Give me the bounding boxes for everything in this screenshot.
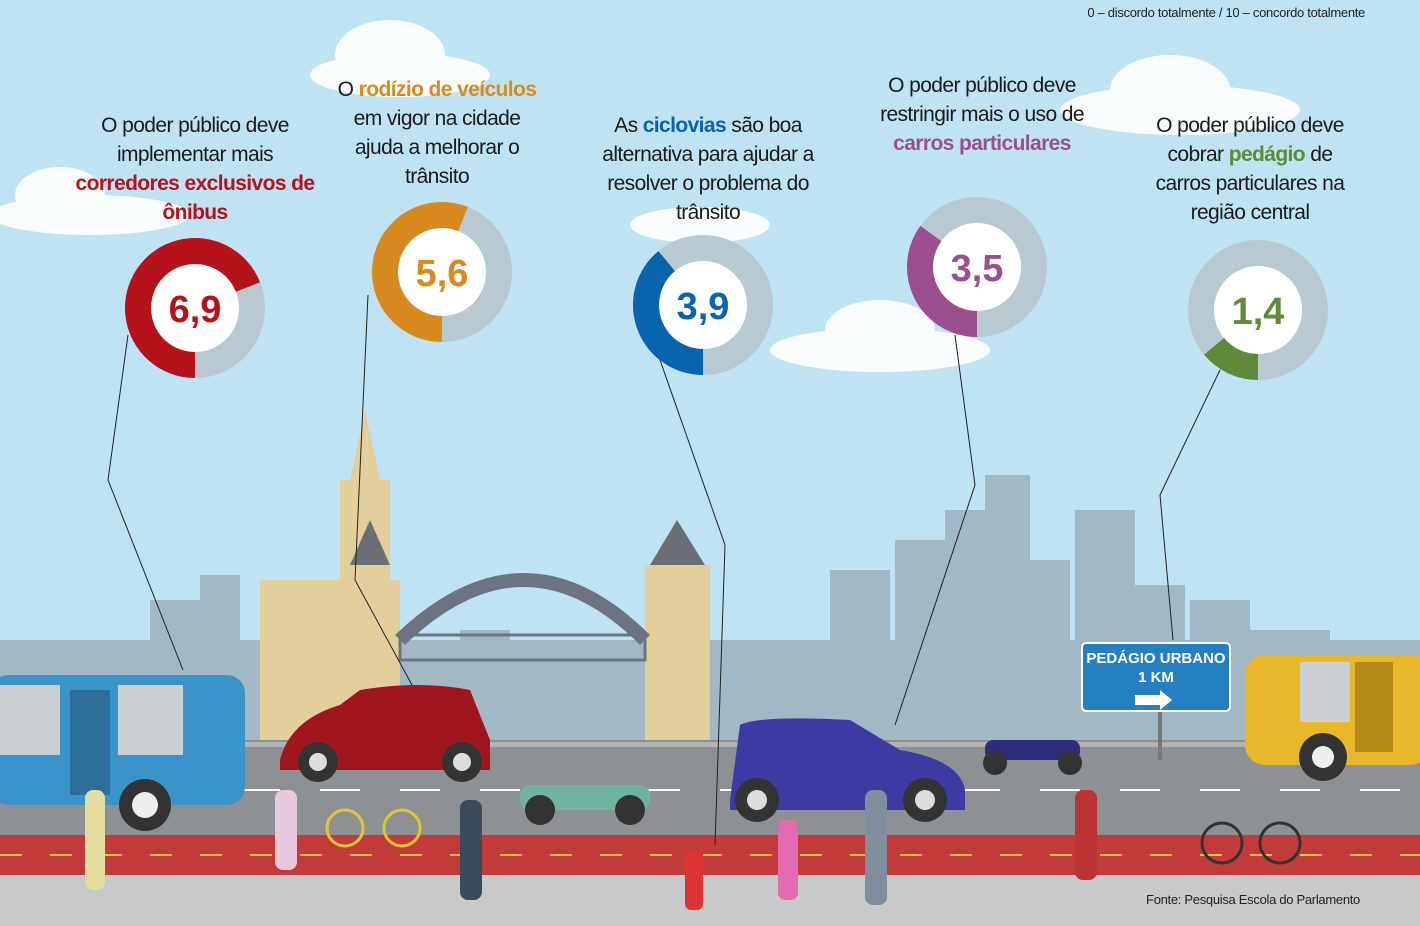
- sign-text: PEDÁGIO URBANO: [1086, 650, 1226, 667]
- value-label: 3,5: [951, 248, 1004, 290]
- title-text: em vigor na cidade ajuda a melhorar o tr…: [354, 107, 521, 188]
- sign-text: 1 KM: [1138, 669, 1174, 686]
- donut-title: As ciclovias são boa alternativa para aj…: [598, 111, 818, 227]
- source: Fonte: Pesquisa Escola do Parlamento: [1146, 892, 1360, 907]
- value-label: 1,4: [1232, 291, 1285, 333]
- donut-title: O rodízio de veículos em vigor na cidade…: [332, 75, 542, 191]
- title-highlight: rodízio de veículos: [359, 78, 537, 101]
- value-label: 3,9: [677, 286, 730, 328]
- yellow-bus: [1245, 655, 1420, 781]
- donut-title: O poder público deve cobrar pedágio de c…: [1140, 111, 1360, 227]
- donut-title: O poder público deve restringir mais o u…: [872, 71, 1092, 158]
- title-text: O poder público deve restringir mais o u…: [880, 74, 1084, 126]
- title-highlight: ciclovias: [643, 114, 726, 137]
- title-highlight: pedágio: [1229, 143, 1305, 166]
- title-text: As: [614, 114, 637, 137]
- value-label: 6,9: [169, 289, 222, 331]
- title-highlight: carros particulares: [893, 132, 1071, 155]
- page: PEDÁGIO URBANO 1 KM 6,9 5,6 3,9 3,5 1,4 0 – …: [0, 0, 1420, 926]
- title-text: O poder público deve implementar mais: [101, 114, 289, 166]
- donut-title: O poder público deve implementar mais co…: [75, 111, 315, 227]
- title-text: O: [338, 78, 354, 101]
- scale-note: 0 – discordo totalmente / 10 – concordo …: [1087, 5, 1365, 20]
- value-label: 5,6: [416, 253, 469, 295]
- title-highlight: corredores exclusivos de ônibus: [76, 172, 315, 224]
